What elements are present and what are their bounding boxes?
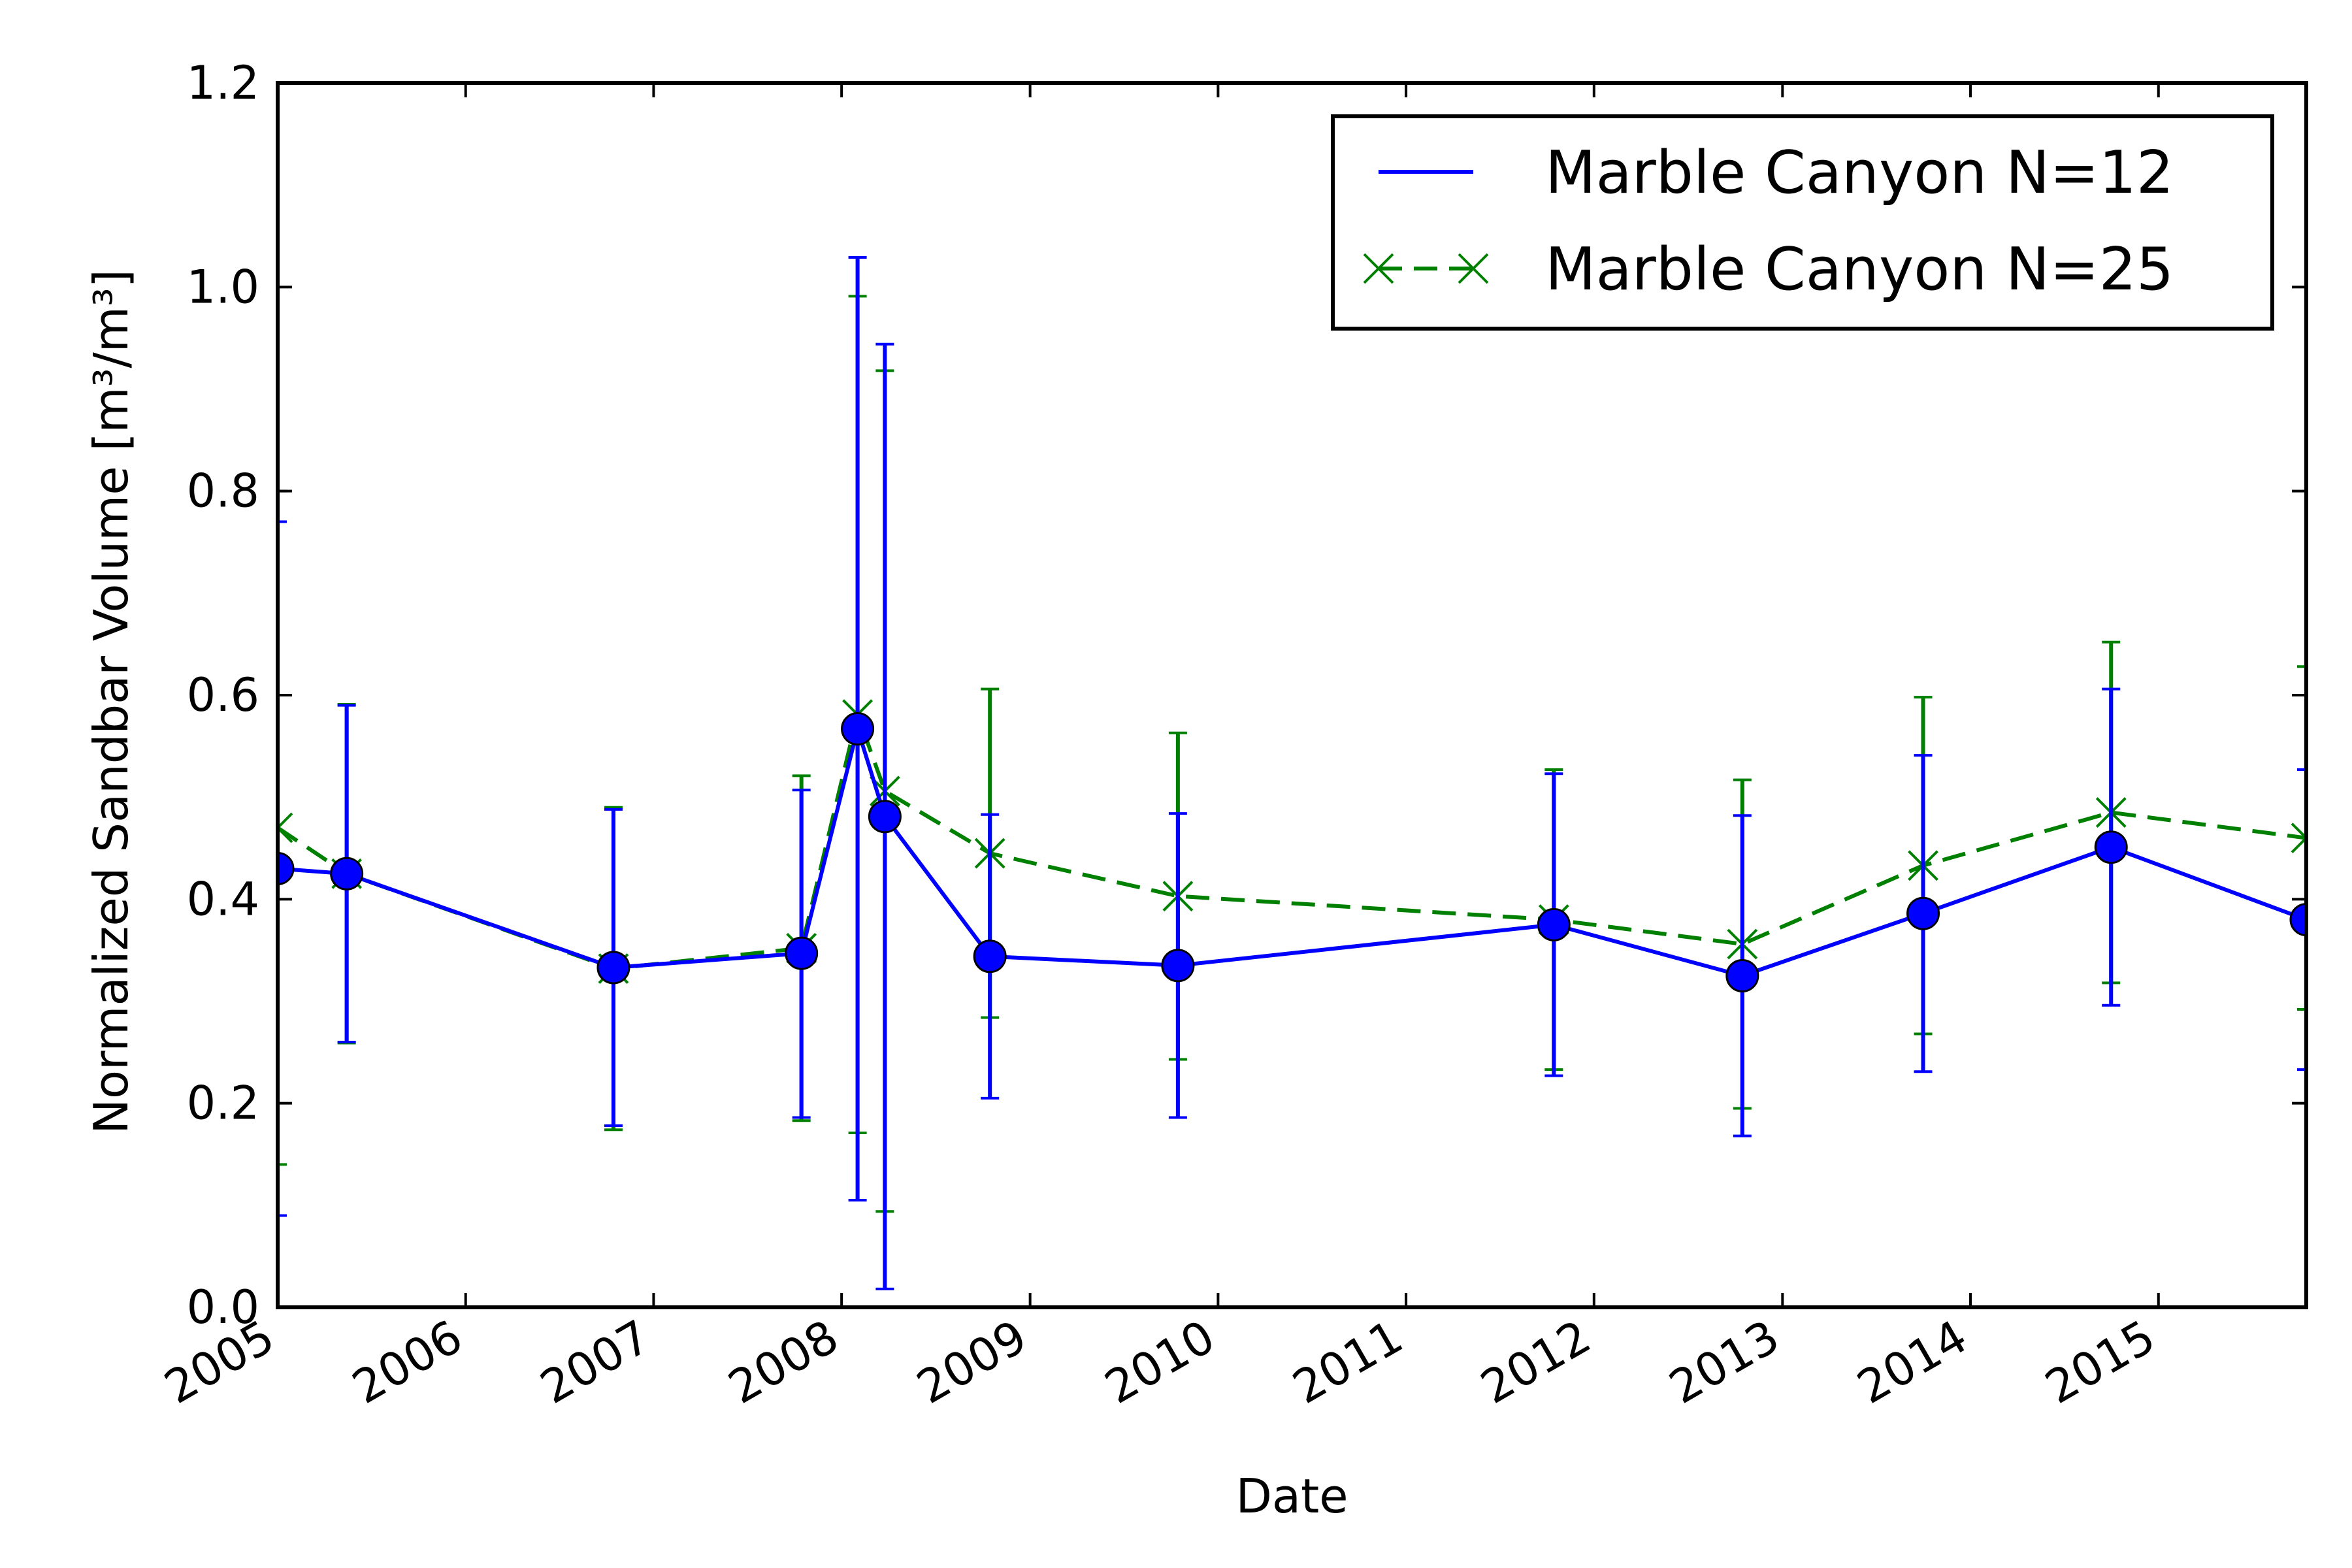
legend-label: Marble Canyon N=25 (1545, 235, 2174, 304)
y-tick-label: 0.4 (187, 872, 259, 926)
data-point-stroke (278, 826, 293, 843)
legend-label: Marble Canyon N=12 (1545, 139, 2174, 207)
plot-area (278, 256, 2306, 1290)
legend-swatch-marker (1458, 253, 1489, 284)
data-point (1537, 907, 1571, 941)
y-tick-label: 1.0 (187, 260, 259, 314)
data-point (841, 712, 875, 746)
data-point (330, 857, 364, 890)
data-point (785, 936, 819, 970)
data-point (278, 812, 293, 843)
y-tick-label: 0.8 (187, 465, 259, 518)
error-bar (2297, 768, 2306, 1071)
data-point (868, 800, 902, 834)
y-tick-label: 0.0 (187, 1281, 259, 1334)
data-point-stroke (278, 812, 293, 830)
data-point (278, 851, 295, 885)
error-bar (2297, 665, 2306, 1011)
legend-item-2: Marble Canyon N=25 (1363, 235, 2174, 304)
data-point (2289, 903, 2306, 937)
data-point (1725, 958, 1759, 992)
data-point (2094, 830, 2128, 864)
legend-box (1331, 114, 2274, 331)
y-tick-label: 0.2 (187, 1077, 259, 1130)
axes (276, 81, 2308, 1309)
legend-item-1: Marble Canyon N=12 (1379, 139, 2174, 207)
data-point (1906, 896, 1940, 930)
y-tick-label: 0.6 (187, 668, 259, 722)
error-bar (278, 520, 287, 1217)
legend-swatch-marker (1363, 253, 1394, 284)
x-axis-title: Date (1235, 1469, 1348, 1524)
y-axis-title: Normalized Sandbar Volume [m³/m³] (84, 269, 139, 1134)
data-point (1161, 949, 1195, 983)
data-point (2291, 823, 2306, 854)
series-1 (278, 256, 2306, 1290)
data-point (973, 939, 1007, 973)
data-point-stroke (2291, 836, 2306, 854)
data-point-stroke (2291, 823, 2306, 840)
legend: Marble Canyon N=12 Marble Canyon N=25 (1331, 114, 2274, 331)
y-tick-label: 1.2 (187, 56, 259, 110)
data-point (596, 951, 630, 985)
